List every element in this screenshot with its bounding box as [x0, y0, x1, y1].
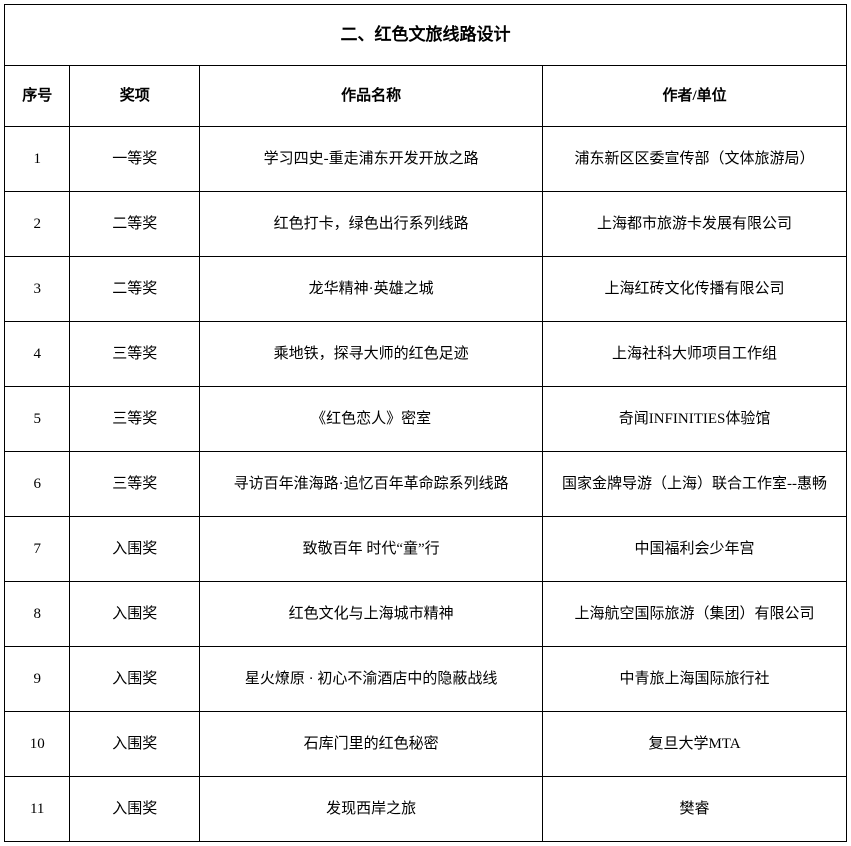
cell-author: 中青旅上海国际旅行社 [543, 647, 847, 712]
awards-table: 二、红色文旅线路设计 序号 奖项 作品名称 作者/单位 1 一等奖 学习四史-重… [4, 4, 847, 842]
table-body: 1 一等奖 学习四史-重走浦东开发开放之路 浦东新区区委宣传部（文体旅游局） 2… [5, 127, 847, 842]
cell-author: 上海红砖文化传播有限公司 [543, 257, 847, 322]
cell-author: 上海航空国际旅游（集团）有限公司 [543, 582, 847, 647]
cell-work: 红色打卡，绿色出行系列线路 [200, 192, 543, 257]
table-row: 5 三等奖 《红色恋人》密室 奇闻INFINITIES体验馆 [5, 387, 847, 452]
table-row: 11 入围奖 发现西岸之旅 樊睿 [5, 777, 847, 842]
col-header-author: 作者/单位 [543, 66, 847, 127]
cell-index: 3 [5, 257, 70, 322]
cell-award: 三等奖 [70, 322, 200, 387]
cell-work: 龙华精神·英雄之城 [200, 257, 543, 322]
table-row: 3 二等奖 龙华精神·英雄之城 上海红砖文化传播有限公司 [5, 257, 847, 322]
cell-work: 乘地铁，探寻大师的红色足迹 [200, 322, 543, 387]
table-row: 10 入围奖 石库门里的红色秘密 复旦大学MTA [5, 712, 847, 777]
cell-work: 《红色恋人》密室 [200, 387, 543, 452]
cell-work: 致敬百年 时代“童”行 [200, 517, 543, 582]
cell-award: 二等奖 [70, 192, 200, 257]
table-row: 2 二等奖 红色打卡，绿色出行系列线路 上海都市旅游卡发展有限公司 [5, 192, 847, 257]
table-row: 6 三等奖 寻访百年淮海路·追忆百年革命踪系列线路 国家金牌导游（上海）联合工作… [5, 452, 847, 517]
cell-author: 中国福利会少年宫 [543, 517, 847, 582]
cell-author: 上海社科大师项目工作组 [543, 322, 847, 387]
cell-award: 入围奖 [70, 712, 200, 777]
cell-award: 入围奖 [70, 582, 200, 647]
col-header-award: 奖项 [70, 66, 200, 127]
cell-work: 学习四史-重走浦东开发开放之路 [200, 127, 543, 192]
cell-work: 红色文化与上海城市精神 [200, 582, 543, 647]
table-header-row: 序号 奖项 作品名称 作者/单位 [5, 66, 847, 127]
cell-work: 发现西岸之旅 [200, 777, 543, 842]
cell-author: 奇闻INFINITIES体验馆 [543, 387, 847, 452]
cell-index: 1 [5, 127, 70, 192]
table-row: 1 一等奖 学习四史-重走浦东开发开放之路 浦东新区区委宣传部（文体旅游局） [5, 127, 847, 192]
table-row: 8 入围奖 红色文化与上海城市精神 上海航空国际旅游（集团）有限公司 [5, 582, 847, 647]
table-row: 7 入围奖 致敬百年 时代“童”行 中国福利会少年宫 [5, 517, 847, 582]
table-title: 二、红色文旅线路设计 [5, 5, 847, 66]
cell-award: 三等奖 [70, 452, 200, 517]
col-header-index: 序号 [5, 66, 70, 127]
cell-award: 三等奖 [70, 387, 200, 452]
cell-index: 9 [5, 647, 70, 712]
cell-index: 8 [5, 582, 70, 647]
cell-index: 7 [5, 517, 70, 582]
cell-author: 浦东新区区委宣传部（文体旅游局） [543, 127, 847, 192]
cell-author: 樊睿 [543, 777, 847, 842]
cell-award: 入围奖 [70, 517, 200, 582]
cell-author: 复旦大学MTA [543, 712, 847, 777]
cell-index: 11 [5, 777, 70, 842]
col-header-work: 作品名称 [200, 66, 543, 127]
cell-author: 上海都市旅游卡发展有限公司 [543, 192, 847, 257]
table-row: 4 三等奖 乘地铁，探寻大师的红色足迹 上海社科大师项目工作组 [5, 322, 847, 387]
cell-work: 星火燎原 · 初心不渝酒店中的隐蔽战线 [200, 647, 543, 712]
cell-award: 入围奖 [70, 777, 200, 842]
cell-award: 入围奖 [70, 647, 200, 712]
cell-work: 石库门里的红色秘密 [200, 712, 543, 777]
cell-index: 5 [5, 387, 70, 452]
table-title-row: 二、红色文旅线路设计 [5, 5, 847, 66]
cell-work: 寻访百年淮海路·追忆百年革命踪系列线路 [200, 452, 543, 517]
cell-index: 4 [5, 322, 70, 387]
cell-author: 国家金牌导游（上海）联合工作室--惠畅 [543, 452, 847, 517]
cell-index: 10 [5, 712, 70, 777]
cell-index: 6 [5, 452, 70, 517]
cell-award: 一等奖 [70, 127, 200, 192]
cell-index: 2 [5, 192, 70, 257]
cell-award: 二等奖 [70, 257, 200, 322]
table-row: 9 入围奖 星火燎原 · 初心不渝酒店中的隐蔽战线 中青旅上海国际旅行社 [5, 647, 847, 712]
